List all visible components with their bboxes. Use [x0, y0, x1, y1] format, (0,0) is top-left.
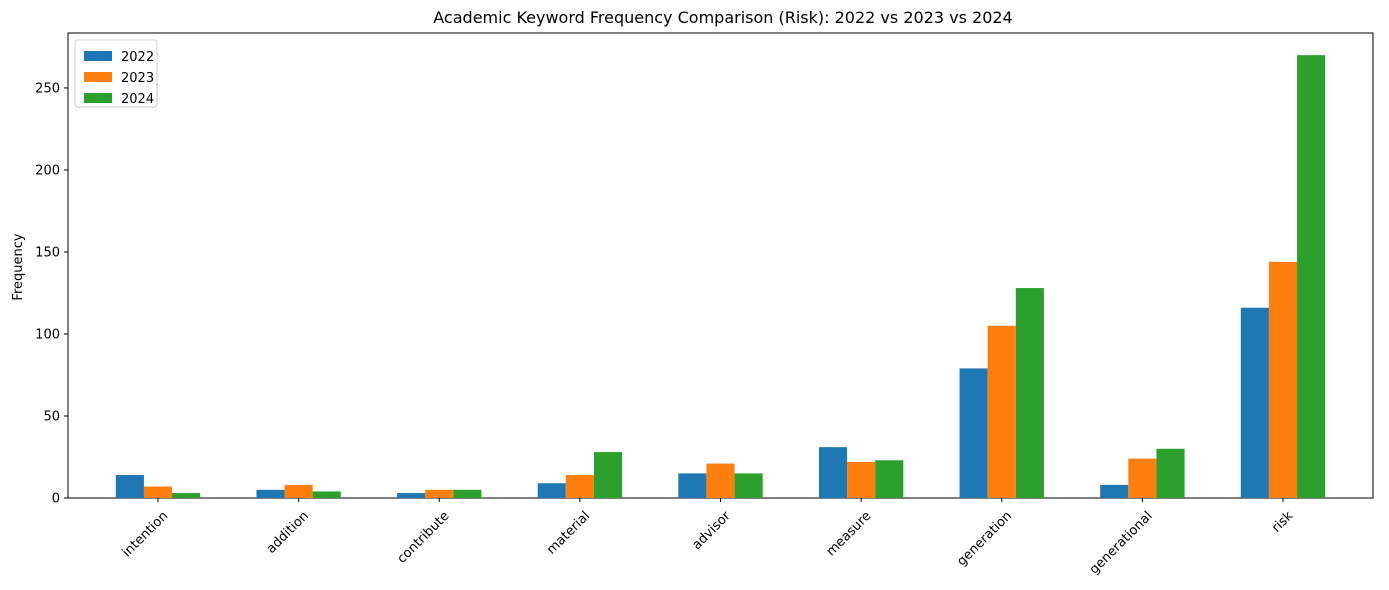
legend-swatch-2022	[84, 51, 112, 61]
bar-generation-2024	[1015, 288, 1044, 498]
x-tick-label: advisor	[689, 508, 734, 553]
y-tick-label: 250	[35, 81, 60, 96]
bar-advisor-2022	[678, 473, 707, 498]
bar-generation-2023	[987, 325, 1016, 498]
legend: 2022 2023 2024	[74, 39, 158, 108]
bar-advisor-2023	[706, 463, 735, 498]
y-tick-label: 50	[43, 409, 60, 424]
bar-risk-2024	[1297, 55, 1326, 498]
x-tick-label: contribute	[395, 509, 453, 567]
legend-swatch-2023	[84, 72, 112, 82]
bar-addition-2023	[284, 484, 313, 498]
x-tick-label: intention	[120, 509, 172, 561]
y-tick-label: 0	[52, 492, 60, 507]
x-tick-label: material	[544, 509, 593, 558]
bar-advisor-2024	[734, 473, 763, 498]
bar-intention-2023	[143, 486, 173, 498]
y-tick-label: 100	[35, 327, 60, 342]
bar-addition-2024	[312, 491, 341, 498]
bar-material-2024	[593, 452, 623, 498]
x-tick-label: generation	[954, 509, 1015, 570]
legend-label-2024: 2024	[121, 92, 154, 107]
y-tick-label: 150	[35, 245, 60, 260]
y-tick-label: 200	[35, 163, 60, 178]
bar-contribute-2022	[397, 493, 426, 498]
bar-material-2023	[565, 475, 594, 498]
bar-contribute-2024	[453, 489, 482, 498]
bar-measure-2023	[847, 461, 876, 498]
plot-frame	[67, 32, 1374, 499]
bar-material-2022	[537, 483, 566, 498]
bar-intention-2024	[172, 493, 201, 498]
bar-measure-2022	[818, 447, 848, 498]
bar-generational-2022	[1100, 484, 1129, 498]
bars	[115, 55, 1326, 498]
legend-swatch-2024	[84, 93, 112, 103]
bar-generational-2024	[1156, 448, 1185, 498]
bar-risk-2023	[1268, 261, 1298, 498]
bar-measure-2024	[875, 460, 904, 498]
bar-risk-2022	[1240, 307, 1269, 498]
x-tick-label: addition	[264, 509, 312, 557]
bar-addition-2022	[256, 489, 285, 498]
x-tick-label: generational	[1087, 509, 1156, 578]
bar-contribute-2023	[425, 489, 454, 498]
bar-generation-2022	[959, 368, 988, 498]
x-axis-ticks: intention addition contribute material advis…	[120, 498, 1297, 577]
x-tick-label: measure	[824, 509, 875, 560]
x-tick-label: risk	[1269, 508, 1296, 535]
y-axis-ticks: 0 50 100 150 200 250	[35, 81, 68, 507]
y-axis-label: Frequency	[11, 233, 26, 300]
legend-label-2023: 2023	[121, 71, 154, 86]
legend-label-2022: 2022	[121, 50, 154, 65]
bar-intention-2022	[115, 475, 144, 498]
chart-title: Academic Keyword Frequency Comparison (R…	[433, 8, 1012, 27]
plot-area	[67, 32, 1374, 499]
bar-generational-2023	[1128, 458, 1157, 498]
